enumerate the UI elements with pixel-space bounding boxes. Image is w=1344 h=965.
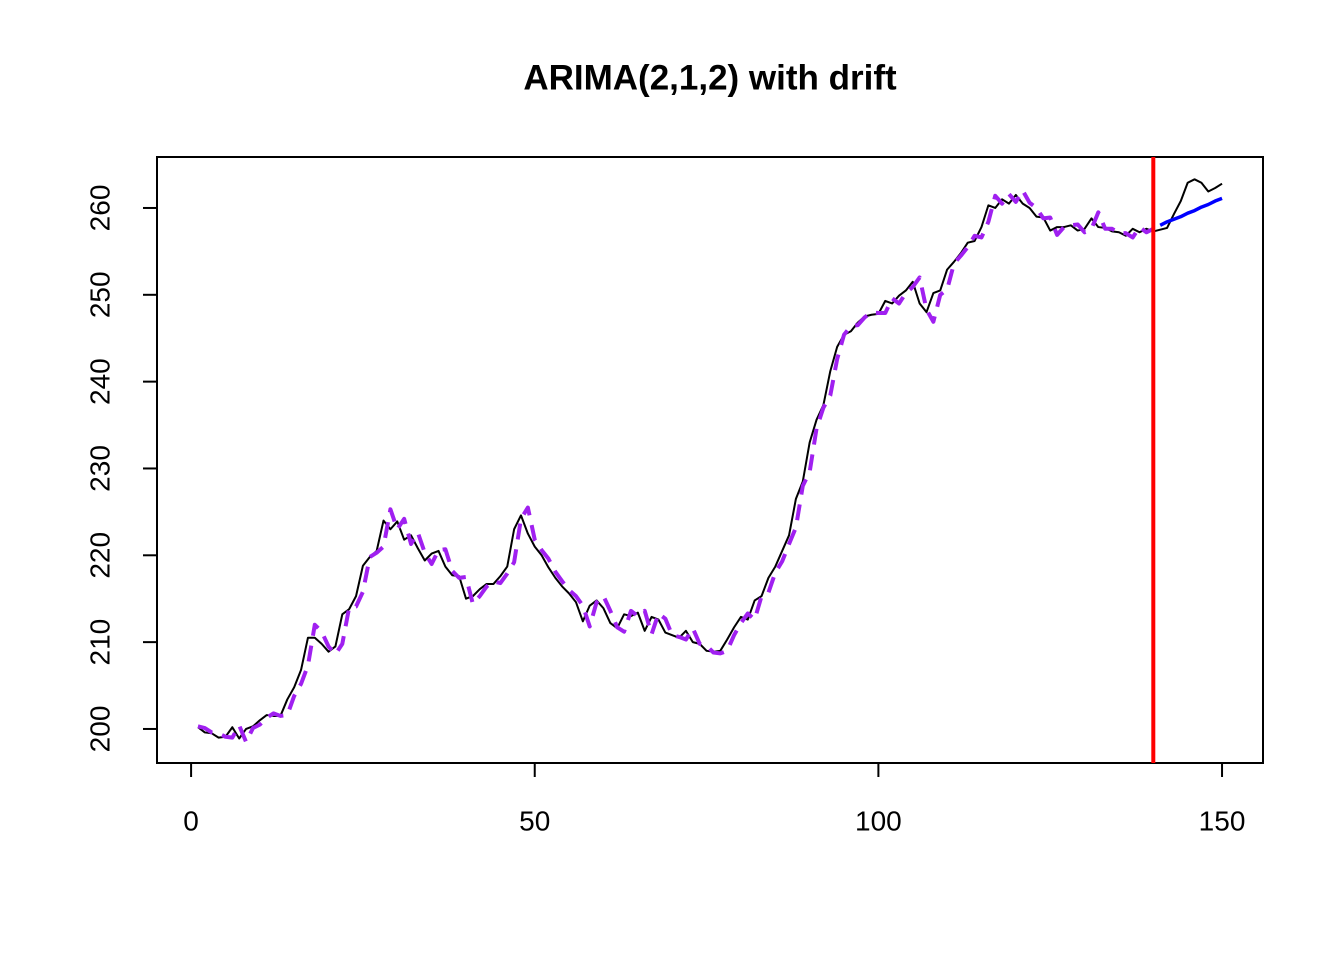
y-tick-label: 230	[84, 445, 115, 492]
y-tick-label: 210	[84, 619, 115, 666]
series-line	[197, 188, 1155, 744]
chart-title: ARIMA(2,1,2) with drift	[523, 58, 897, 97]
y-tick-label: 260	[84, 185, 115, 232]
y-tick-label: 220	[84, 532, 115, 579]
x-tick-label: 150	[1199, 805, 1246, 836]
x-tick-label: 100	[855, 805, 902, 836]
y-tick-label: 240	[84, 358, 115, 405]
y-tick-label: 250	[84, 271, 115, 318]
x-tick-label: 0	[183, 805, 199, 836]
y-tick-label: 200	[84, 706, 115, 753]
series-line	[1159, 196, 1223, 227]
x-tick-label: 50	[519, 805, 550, 836]
